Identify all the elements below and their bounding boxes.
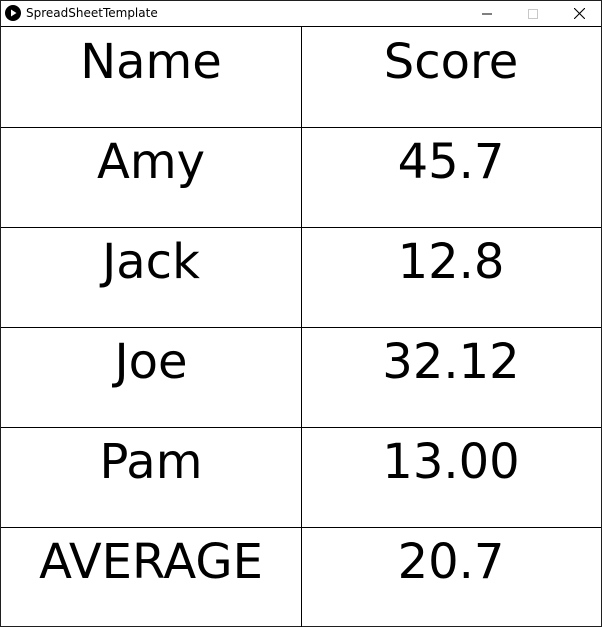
minimize-button[interactable]	[464, 1, 510, 26]
cell-name-row-4[interactable]: Pam	[99, 434, 203, 490]
play-circle-icon	[5, 5, 21, 21]
column-divider	[301, 27, 302, 627]
minimize-icon	[482, 4, 492, 23]
window-title: SpreadSheetTemplate	[26, 6, 158, 20]
header-cell-score[interactable]: Score	[383, 34, 519, 90]
title-bar[interactable]: SpreadSheetTemplate	[1, 1, 601, 26]
cell-score-average[interactable]: 20.7	[397, 534, 505, 590]
cell-score-row-3[interactable]: 32.12	[382, 334, 520, 390]
cell-score-row-2[interactable]: 12.8	[397, 234, 505, 290]
cell-name-row-3[interactable]: Joe	[114, 334, 188, 390]
cell-score-row-1[interactable]: 45.7	[397, 134, 505, 190]
header-cell-name[interactable]: Name	[80, 34, 222, 90]
maximize-icon	[528, 4, 538, 23]
cell-name-row-2[interactable]: Jack	[102, 234, 200, 290]
close-button[interactable]	[556, 1, 602, 26]
close-icon	[573, 4, 585, 23]
cell-name-average[interactable]: AVERAGE	[39, 534, 263, 590]
cell-score-row-4[interactable]: 13.00	[382, 434, 520, 490]
maximize-button[interactable]	[510, 1, 556, 26]
cell-name-row-1[interactable]: Amy	[97, 134, 205, 190]
spreadsheet-grid: Name Score Amy 45.7 Jack 12.8 Joe 32.12 …	[1, 26, 601, 627]
